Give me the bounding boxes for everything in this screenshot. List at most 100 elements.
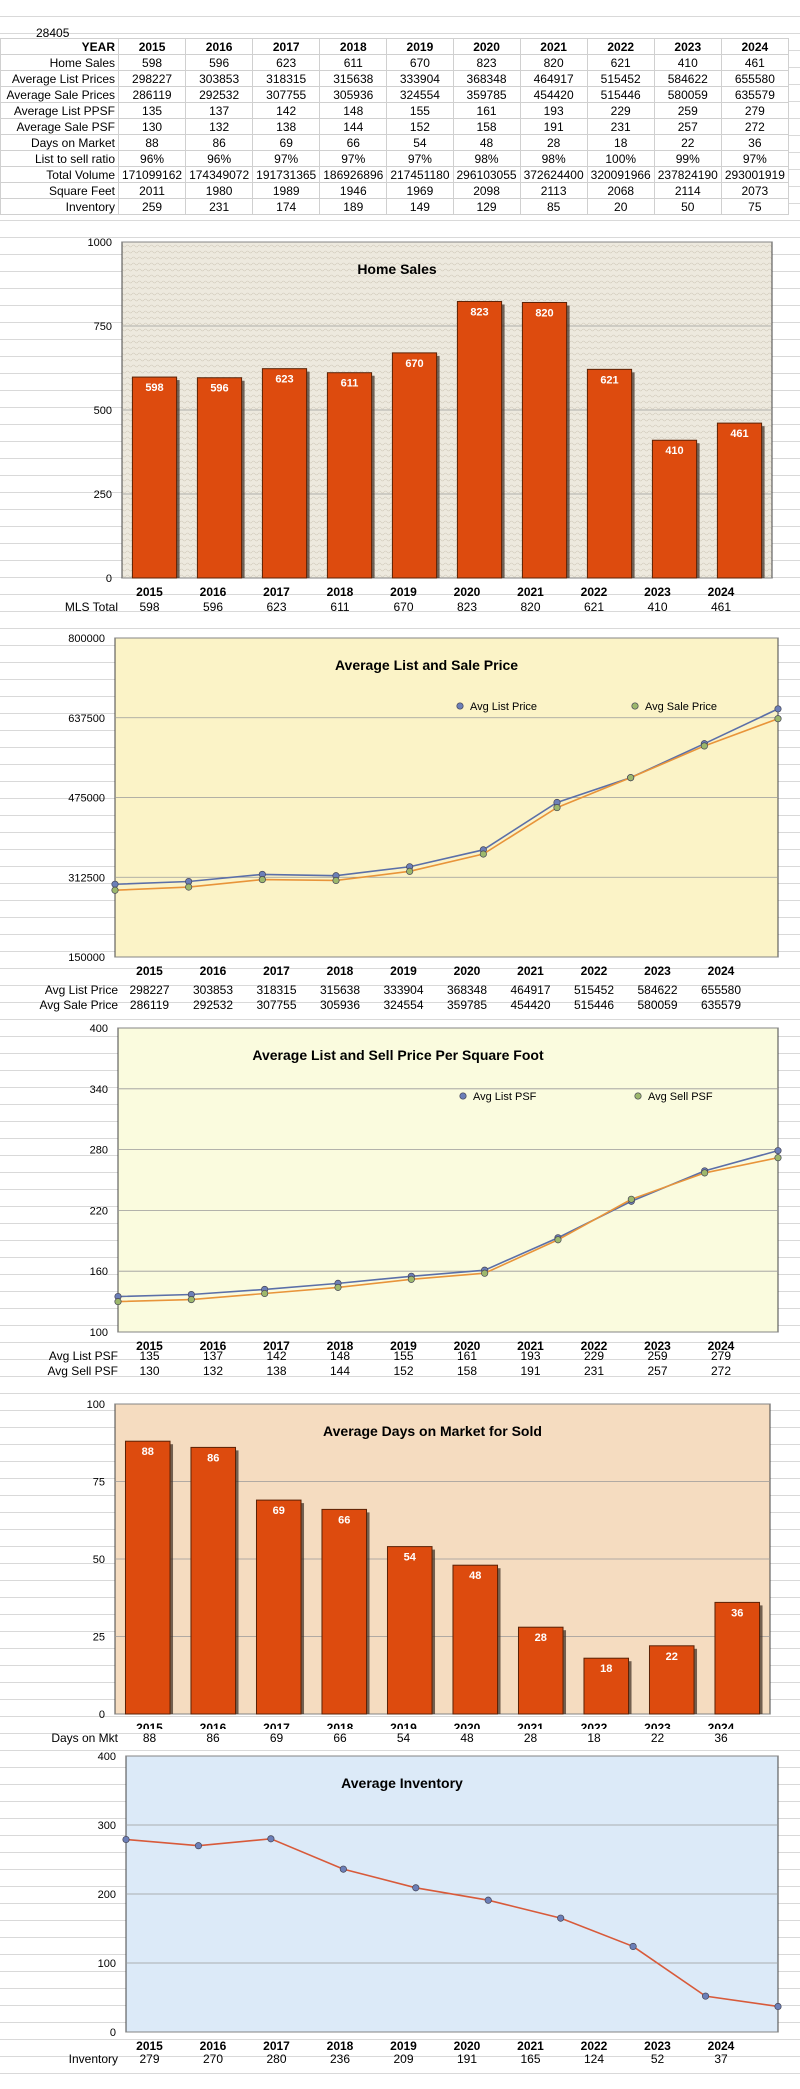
- x-tick-label: 2015: [136, 2039, 163, 2052]
- table-cell: 193: [519, 102, 588, 119]
- table-cell: 97%: [252, 150, 321, 167]
- row-value: 621: [583, 600, 605, 614]
- row-value: 28: [523, 1731, 538, 1745]
- table-cell: 231: [185, 198, 254, 215]
- x-tick-label: 2024: [708, 1339, 735, 1353]
- data-point: [700, 742, 708, 750]
- table-cell: 88: [117, 134, 187, 151]
- table-cell: 69: [252, 134, 321, 151]
- table-cell: 99%: [653, 150, 722, 167]
- chart-title: Average Inventory: [341, 1775, 463, 1791]
- row-label: Total Volume: [0, 166, 119, 183]
- table-cell: 461: [720, 54, 789, 71]
- table-cell: 611: [319, 54, 388, 71]
- bar: [124, 1440, 171, 1715]
- table-cell: 305936: [319, 86, 388, 103]
- bar: [456, 300, 503, 579]
- table-cell: 155: [386, 102, 454, 119]
- x-tick-label: 2024: [708, 585, 735, 599]
- list-sale-price-chart: 150000 312500 475000 637500 800000 Average Li…: [68, 633, 782, 978]
- bar-value-label: 36: [731, 1607, 743, 1619]
- table-cell: 189: [319, 198, 388, 215]
- chart-title: Home Sales: [357, 261, 437, 277]
- data-point: [406, 867, 414, 875]
- table-cell: 191: [519, 118, 588, 135]
- data-point: [774, 715, 782, 723]
- row-value: 144: [329, 1364, 351, 1378]
- table-cell: 2016: [185, 38, 254, 55]
- row-value: 37: [714, 2052, 728, 2066]
- table-cell: 148: [319, 102, 388, 119]
- bar-value-label: 461: [730, 428, 748, 440]
- x-tick-label: 2015: [136, 1339, 163, 1353]
- row-value: 52: [650, 2052, 665, 2066]
- legend-label: Avg List Price: [470, 701, 537, 713]
- row-value: 191: [520, 1364, 541, 1378]
- y-tick-label: 250: [94, 489, 112, 501]
- series-line: [125, 1837, 779, 2008]
- y-tick-label: 160: [90, 1266, 108, 1278]
- table-cell: 296103055: [452, 166, 521, 183]
- table-cell: 515446: [586, 86, 655, 103]
- table-cell: 259: [117, 198, 187, 215]
- row-label: MLS Total: [64, 600, 118, 614]
- table-cell: 2114: [653, 182, 722, 199]
- table-cell: 129: [452, 198, 521, 215]
- data-point: [111, 886, 119, 894]
- x-tick-label: 2018: [327, 964, 354, 978]
- table-cell: 161: [452, 102, 521, 119]
- table-row: Home Sales 598 596 623 611 670 823 820 621 410 461: [0, 54, 789, 71]
- row-value: 279: [710, 1349, 732, 1363]
- row-value: 130: [139, 1364, 160, 1378]
- data-point: [481, 1269, 489, 1277]
- table-cell: 18: [586, 134, 655, 151]
- y-tick-label: 500: [94, 405, 112, 417]
- table-cell: 307755: [252, 86, 321, 103]
- x-tick-label: 2021: [517, 964, 544, 978]
- x-tick-label: 2020: [454, 2039, 481, 2052]
- row-value: 18: [587, 1731, 601, 1745]
- table-cell: 303853: [185, 70, 254, 87]
- row-value: 229: [583, 1349, 605, 1363]
- row-label: Average Sale PSF: [0, 118, 119, 135]
- x-tick-label: 2021: [517, 2039, 544, 2052]
- bar-value-label: 54: [404, 1552, 417, 1564]
- table-cell: 2019: [386, 38, 454, 55]
- chart-title: Average List and Sell Price Per Square F…: [252, 1047, 544, 1063]
- legend-label: Avg Sale Price: [645, 701, 717, 713]
- table-row: Average Sale Prices 286119 292532 307755 305…: [0, 86, 789, 103]
- table-cell: 2073: [720, 182, 789, 199]
- bar: [190, 1446, 237, 1715]
- table-cell: 1946: [319, 182, 388, 199]
- table-cell: 142: [252, 102, 321, 119]
- bar-value-label: 18: [600, 1663, 612, 1675]
- table-cell: 130: [117, 118, 187, 135]
- row-value: 410: [647, 600, 668, 614]
- row-value: 257: [647, 1364, 668, 1378]
- bar: [651, 439, 698, 579]
- row-value: 596: [202, 600, 224, 614]
- data-point: [194, 1842, 202, 1850]
- bar: [716, 422, 763, 579]
- x-tick-label: 2019: [390, 2039, 417, 2052]
- data-point: [332, 876, 340, 885]
- row-value: 236: [329, 2052, 351, 2066]
- table-row: Square Feet 2011 1980 1989 1946 1969 2098 2113 2…: [0, 182, 789, 199]
- table-cell: 48: [452, 134, 521, 151]
- bar: [261, 368, 308, 579]
- data-point: [554, 1236, 562, 1244]
- table-cell: 2023: [653, 38, 722, 55]
- data-point: [484, 1896, 492, 1904]
- table-cell: 171099162: [117, 166, 187, 183]
- data-point: [702, 1992, 710, 2000]
- table-cell: 2015: [117, 38, 187, 55]
- row-value: 307755: [256, 998, 297, 1012]
- bar-value-label: 598: [145, 382, 163, 394]
- bar: [521, 301, 568, 579]
- x-tick-label: 2017: [263, 964, 290, 978]
- row-value: 515446: [573, 998, 615, 1012]
- table-cell: 464917: [519, 70, 588, 87]
- row-value: 48: [460, 1731, 474, 1745]
- table-cell: 97%: [319, 150, 388, 167]
- table-cell: 100%: [586, 150, 655, 167]
